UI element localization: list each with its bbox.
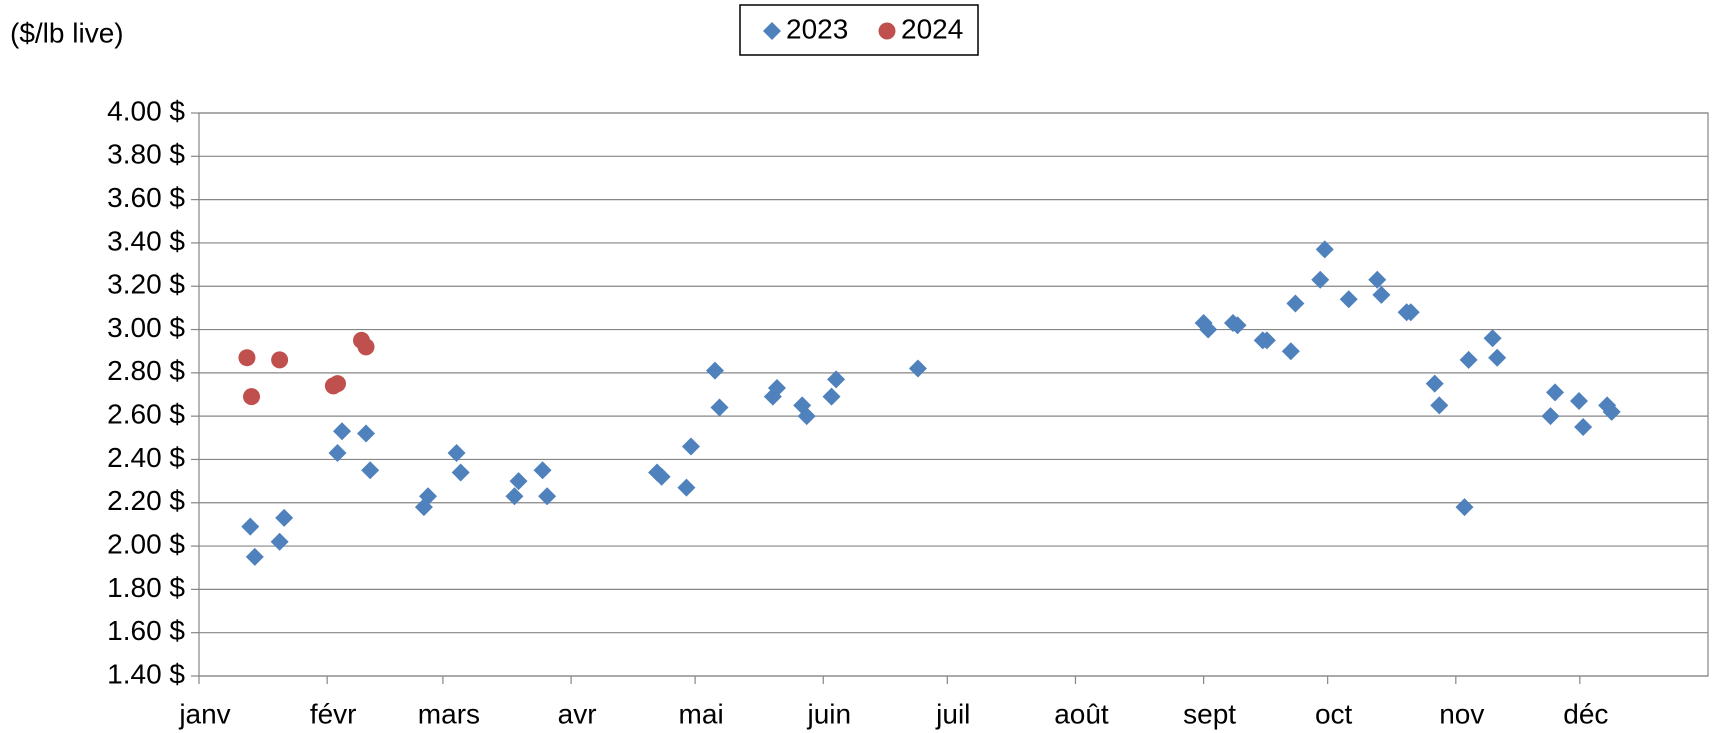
point — [1199, 320, 1218, 339]
point — [1257, 331, 1276, 350]
y-tick-label: 4.00 $ — [107, 95, 185, 126]
point — [1425, 374, 1444, 393]
point — [1339, 290, 1358, 309]
point — [1430, 396, 1449, 415]
point — [1315, 240, 1334, 259]
y-tick-label: 2.80 $ — [107, 355, 185, 386]
point — [328, 443, 347, 462]
y-tick-label: 1.60 $ — [107, 615, 185, 646]
x-tick-label: oct — [1315, 698, 1353, 729]
y-axis-label: ($/lb live) — [10, 17, 124, 48]
x-tick-label: mai — [679, 698, 724, 729]
legend: 2023 2024 — [739, 4, 979, 56]
point — [822, 387, 841, 406]
legend-marker — [763, 22, 781, 40]
y-tick-label: 3.40 $ — [107, 225, 185, 256]
point — [333, 422, 352, 441]
plot-frame — [198, 112, 1709, 677]
point — [1570, 391, 1589, 410]
x-tick-label: janv — [178, 698, 230, 729]
y-tick-label: 3.00 $ — [107, 312, 185, 343]
legend-label: 2024 — [901, 13, 963, 44]
point — [361, 461, 380, 480]
point — [357, 338, 375, 356]
point — [245, 547, 264, 566]
point — [1546, 383, 1565, 402]
x-tick-label: août — [1054, 698, 1109, 729]
point — [538, 487, 557, 506]
point — [652, 467, 671, 486]
point — [271, 351, 289, 369]
y-tick-label: 2.20 $ — [107, 485, 185, 516]
x-tick-label: avr — [558, 698, 597, 729]
point — [797, 407, 816, 426]
y-tick-label: 3.20 $ — [107, 269, 185, 300]
point — [357, 424, 376, 443]
y-tick-label: 1.80 $ — [107, 572, 185, 603]
point — [238, 349, 256, 367]
point — [1541, 407, 1560, 426]
y-tick-label: 1.40 $ — [107, 658, 185, 689]
point — [1311, 270, 1330, 289]
point — [1368, 270, 1387, 289]
point — [451, 463, 470, 482]
point — [505, 487, 524, 506]
x-tick-label: juil — [935, 698, 970, 729]
point — [447, 443, 466, 462]
point — [509, 472, 528, 491]
x-tick-label: déc — [1563, 698, 1608, 729]
x-tick-label: juin — [806, 698, 851, 729]
point — [1401, 303, 1420, 322]
point — [1459, 350, 1478, 369]
point — [827, 370, 846, 389]
y-tick-label: 2.40 $ — [107, 442, 185, 473]
legend-marker — [878, 22, 896, 40]
point — [710, 398, 729, 417]
point — [241, 517, 260, 536]
legend-label: 2023 — [786, 13, 848, 44]
point — [243, 388, 261, 406]
y-tick-label: 2.00 $ — [107, 528, 185, 559]
x-tick-label: févr — [310, 698, 357, 729]
point — [767, 379, 786, 398]
point — [1286, 294, 1305, 313]
point — [1602, 402, 1621, 421]
x-tick-label: sept — [1183, 698, 1236, 729]
x-tick-label: mars — [418, 698, 480, 729]
point — [1455, 498, 1474, 517]
point — [908, 359, 927, 378]
point — [705, 361, 724, 380]
point — [275, 508, 294, 527]
point — [1483, 329, 1502, 348]
point — [1228, 316, 1247, 335]
point — [328, 375, 346, 393]
point — [1488, 348, 1507, 367]
point — [1574, 417, 1593, 436]
point — [1372, 285, 1391, 304]
x-tick-label: nov — [1439, 698, 1484, 729]
point — [533, 461, 552, 480]
y-tick-label: 2.60 $ — [107, 399, 185, 430]
y-tick-label: 3.60 $ — [107, 182, 185, 213]
point — [681, 437, 700, 456]
y-tick-label: 3.80 $ — [107, 139, 185, 170]
point — [419, 487, 438, 506]
point — [677, 478, 696, 497]
point — [270, 532, 289, 551]
point — [1281, 342, 1300, 361]
